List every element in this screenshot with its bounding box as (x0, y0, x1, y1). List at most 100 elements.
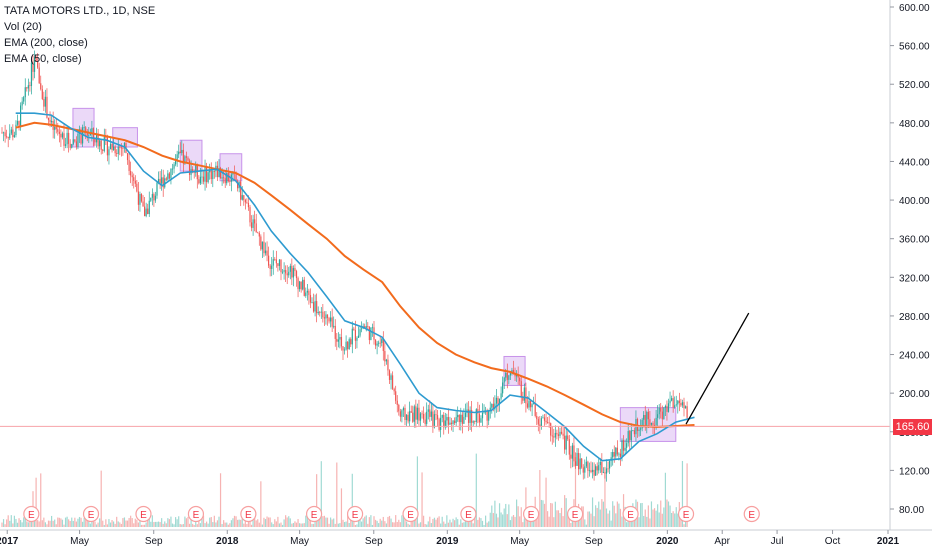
volume-bar (116, 516, 118, 527)
volume-bar (215, 522, 217, 527)
candle-body (131, 175, 133, 178)
candle-body (16, 120, 19, 125)
volume-bar (413, 518, 415, 527)
volume-bar (489, 512, 491, 527)
candle-body (508, 375, 510, 380)
candle-body (545, 420, 547, 423)
earnings-marker-label: E (140, 510, 147, 521)
candle-body (218, 168, 220, 178)
candle-body (150, 197, 152, 201)
candlesticks (1, 50, 688, 482)
volume-bar (412, 518, 414, 527)
candle-body (77, 133, 79, 147)
candle-body (305, 292, 307, 296)
volume-bar (367, 523, 369, 527)
volume-bar (602, 501, 604, 527)
volume-bar (519, 516, 521, 527)
chart-legend: TATA MOTORS LTD., 1D, NSE Vol (20) EMA (… (4, 3, 155, 67)
volume-bar (64, 517, 67, 527)
x-tick-label: Sep (365, 536, 383, 547)
volume-bar (227, 524, 229, 527)
candle-body (500, 393, 502, 399)
volume-bar (38, 521, 40, 527)
volume-bar (13, 515, 15, 527)
volume-bar (209, 517, 211, 527)
candle-body (655, 417, 657, 426)
volume-bar (423, 515, 425, 527)
projection-trend-line (685, 312, 750, 425)
volume-bar (466, 519, 468, 527)
candle-body (382, 339, 384, 352)
candle-body (481, 412, 484, 419)
candle-body (409, 411, 411, 422)
candle-body (272, 259, 274, 266)
candle-body (57, 129, 59, 132)
candle-body (26, 87, 28, 89)
candle-body (404, 407, 406, 421)
candle-body (488, 410, 490, 421)
candle-body (551, 435, 553, 437)
candle-body (621, 440, 623, 457)
volume-bar (574, 457, 577, 527)
volume-bar (598, 501, 600, 527)
volume-bar (126, 520, 129, 527)
volume-bar (123, 517, 126, 527)
x-axis: 2017 May Sep 2018 May Sep 2019 May Sep 2020 Apr Jul… (0, 530, 900, 547)
candle-body (258, 232, 260, 237)
candle-body (675, 404, 677, 406)
candle-body (359, 329, 361, 336)
candle-body (624, 447, 626, 451)
volume-bar (582, 506, 584, 527)
volume-bar (322, 516, 324, 527)
candle-body (175, 160, 177, 165)
volume-bar (292, 523, 294, 527)
candle-body (446, 417, 448, 421)
volume-bar (125, 520, 127, 527)
volume-bar (556, 510, 558, 527)
candle-body (612, 452, 614, 458)
candle-body (497, 397, 499, 404)
y-tick-label: 480.00 (899, 119, 930, 130)
candle-body (219, 168, 222, 179)
candle-body (534, 403, 536, 416)
candle-body (317, 311, 319, 314)
volume-bar (35, 477, 37, 527)
candle-body (613, 452, 615, 457)
candle-body (503, 377, 505, 383)
candle-body (326, 314, 329, 319)
volume-bar (223, 520, 225, 527)
candle-body (376, 343, 378, 346)
volume-bar (29, 520, 31, 527)
candle-body (153, 194, 155, 201)
candle-body (601, 461, 603, 473)
volume-bar (672, 511, 674, 527)
candle-body (237, 181, 239, 189)
candle-body (367, 326, 369, 327)
volume-bar (44, 522, 46, 527)
candle-body (74, 139, 76, 142)
volume-bar (516, 499, 518, 527)
volume-bar (128, 517, 130, 527)
candle-body (111, 143, 113, 151)
volume-bar (179, 524, 181, 527)
x-tick-label: May (290, 536, 309, 547)
candle-body (379, 342, 381, 344)
volume-bar (226, 522, 228, 527)
volume-bar (523, 518, 525, 527)
candle-body (421, 413, 423, 415)
candle-body (361, 328, 363, 330)
candle-body (198, 179, 200, 184)
volume-bar (520, 507, 522, 527)
earnings-marker (677, 505, 695, 523)
volume-bar (522, 522, 524, 527)
volume-bar (641, 502, 643, 527)
candle-body (506, 372, 508, 380)
volume-bar (144, 524, 146, 527)
candle-body (187, 157, 189, 161)
candle-body (553, 436, 555, 438)
ema50-label: EMA (50, close) (4, 53, 82, 65)
volume-bar (378, 523, 380, 527)
candle-body (176, 154, 178, 161)
volume-bar (660, 500, 662, 527)
